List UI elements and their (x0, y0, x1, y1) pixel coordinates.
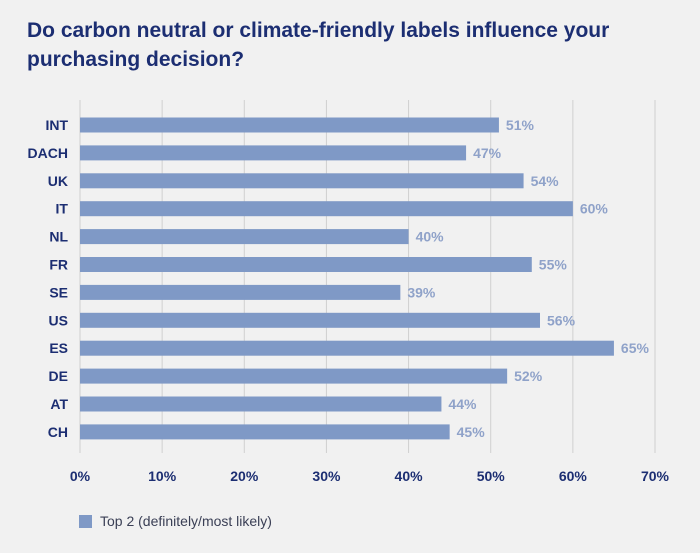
legend: Top 2 (definitely/most likely) (79, 513, 272, 529)
value-label: 54% (531, 173, 560, 189)
value-label: 47% (473, 145, 502, 161)
value-label: 44% (448, 396, 477, 412)
bar (80, 368, 508, 384)
x-tick-label: 20% (230, 468, 259, 484)
x-tick-label: 0% (70, 468, 91, 484)
category-label: INT (45, 117, 68, 133)
bar (80, 145, 467, 161)
value-label: 45% (457, 424, 486, 440)
category-label: SE (49, 284, 68, 300)
bar (80, 173, 524, 189)
category-label: FR (49, 257, 68, 273)
category-label: ES (49, 340, 68, 356)
x-tick-label: 40% (395, 468, 424, 484)
category-label: US (49, 312, 68, 328)
value-label: 65% (621, 340, 650, 356)
value-label: 52% (514, 368, 543, 384)
x-tick-label: 30% (312, 468, 341, 484)
bar (80, 312, 540, 328)
category-label: AT (50, 396, 68, 412)
value-label: 55% (539, 257, 568, 273)
bar (80, 340, 614, 356)
category-label: CH (48, 424, 68, 440)
value-label: 40% (416, 229, 445, 245)
bar (80, 117, 499, 133)
x-tick-label: 60% (559, 468, 588, 484)
category-label: IT (56, 201, 69, 217)
category-label: DACH (28, 145, 68, 161)
bar (80, 257, 532, 272)
bar (80, 284, 401, 300)
value-label: 51% (506, 117, 535, 133)
bar (80, 229, 409, 245)
bar (80, 396, 442, 412)
chart-title: Do carbon neutral or climate-friendly la… (27, 19, 610, 71)
category-label: DE (49, 368, 68, 384)
value-label: 60% (580, 201, 609, 217)
category-label: NL (49, 229, 68, 245)
x-tick-label: 50% (477, 468, 506, 484)
value-label: 56% (547, 312, 576, 328)
bar (80, 201, 573, 217)
x-tick-label: 10% (148, 468, 177, 484)
legend-swatch (79, 514, 92, 528)
legend-label: Top 2 (definitely/most likely) (100, 513, 272, 529)
category-label: UK (48, 173, 68, 189)
value-label: 39% (407, 284, 436, 300)
bar (80, 424, 450, 440)
x-tick-label: 70% (641, 468, 670, 484)
